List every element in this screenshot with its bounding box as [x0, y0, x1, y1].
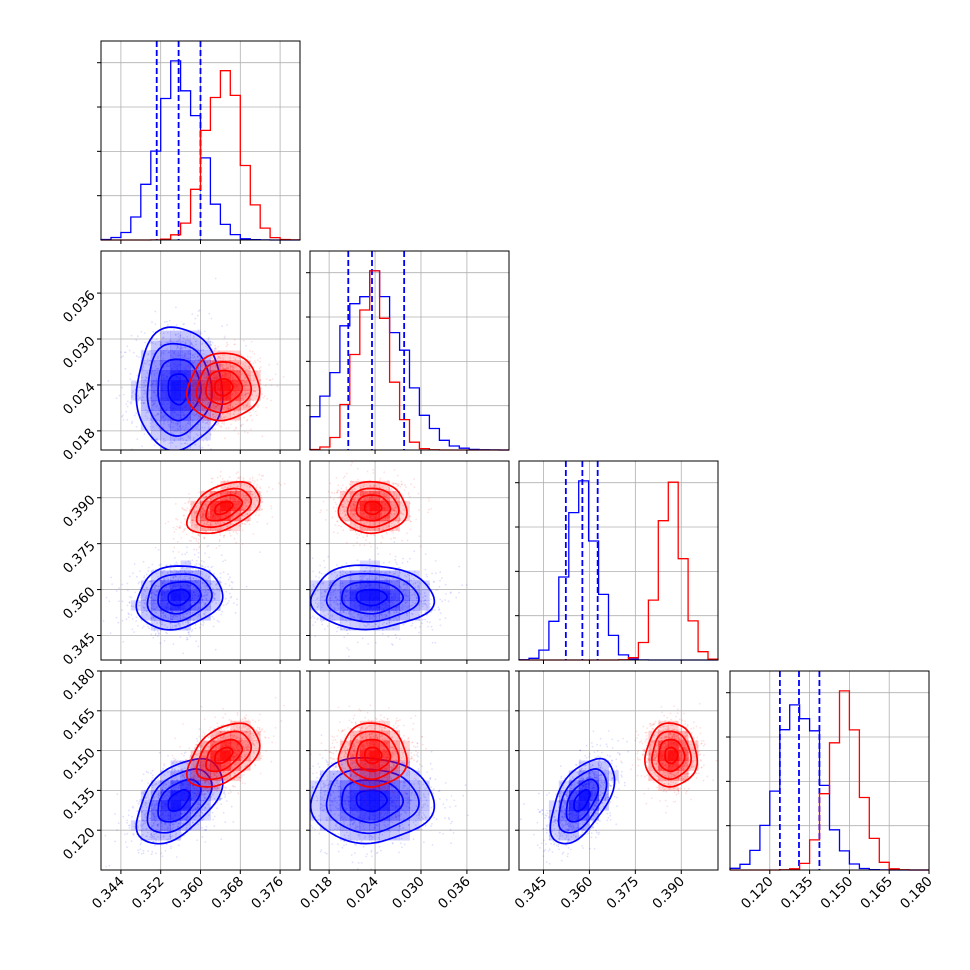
x-tick-label: 0.018 [297, 874, 336, 913]
y-tick-label: 0.375 [60, 538, 99, 577]
contours [185, 722, 261, 788]
x-tick-label: 0.390 [649, 874, 688, 913]
y-tick-label: 0.120 [60, 825, 99, 864]
y-tick-label: 0.165 [60, 705, 99, 744]
x-tick-label: 0.120 [738, 874, 777, 913]
y-tick-label: 0.360 [60, 584, 99, 623]
contours [135, 326, 224, 450]
panel-hist-p1 [306, 250, 510, 454]
contours [310, 564, 436, 631]
x-tick-label: 0.036 [435, 874, 474, 913]
x-tick-label: 0.150 [818, 874, 857, 913]
contours [549, 757, 616, 845]
contours [644, 722, 699, 788]
contours [185, 352, 261, 422]
panel-2d-p2-p3: 0.345 0.360 0.375 0.390 [512, 670, 719, 913]
contours [185, 481, 261, 535]
density-cells [190, 720, 261, 791]
panel-hist-p2 [515, 460, 719, 664]
contours [337, 722, 408, 788]
contours [337, 480, 408, 535]
x-tick-label: 0.180 [897, 874, 936, 913]
x-tick-label: 0.368 [208, 874, 247, 913]
x-tick-label: 0.360 [169, 874, 208, 913]
panel-2d-p0-p1: 0.018 0.024 0.030 0.036 [60, 250, 301, 464]
y-tick-label: 0.018 [60, 425, 99, 464]
x-tick-label: 0.375 [604, 874, 643, 913]
y-tick-label: 0.345 [60, 630, 99, 669]
y-tick-label: 0.024 [60, 379, 99, 418]
x-tick-label: 0.165 [857, 874, 896, 913]
y-tick-label: 0.180 [60, 665, 99, 704]
contours [135, 565, 224, 631]
y-tick-label: 0.390 [60, 492, 99, 531]
x-tick-label: 0.024 [343, 874, 382, 913]
x-tick-label: 0.376 [248, 874, 287, 913]
y-tick-label: 0.036 [60, 287, 99, 326]
panel-hist-p3: 0.120 0.135 0.150 0.165 0.180 [726, 670, 936, 913]
panel-hist-p0 [97, 40, 301, 244]
x-tick-label: 0.344 [89, 874, 128, 913]
y-tick-label: 0.150 [60, 745, 99, 784]
y-tick-label: 0.030 [60, 333, 99, 372]
x-tick-label: 0.352 [129, 874, 168, 913]
x-tick-label: 0.360 [558, 874, 597, 913]
x-tick-label: 0.030 [389, 874, 428, 913]
panel-2d-p1-p2 [306, 460, 510, 664]
panel-2d-p0-p2: 0.345 0.360 0.375 0.390 [60, 460, 301, 669]
x-tick-label: 0.345 [512, 874, 551, 913]
x-tick-label: 0.135 [778, 874, 817, 913]
panel-2d-p1-p3: 0.018 0.024 0.030 0.036 [297, 670, 510, 913]
contours [310, 756, 436, 845]
y-tick-label: 0.135 [60, 785, 99, 824]
